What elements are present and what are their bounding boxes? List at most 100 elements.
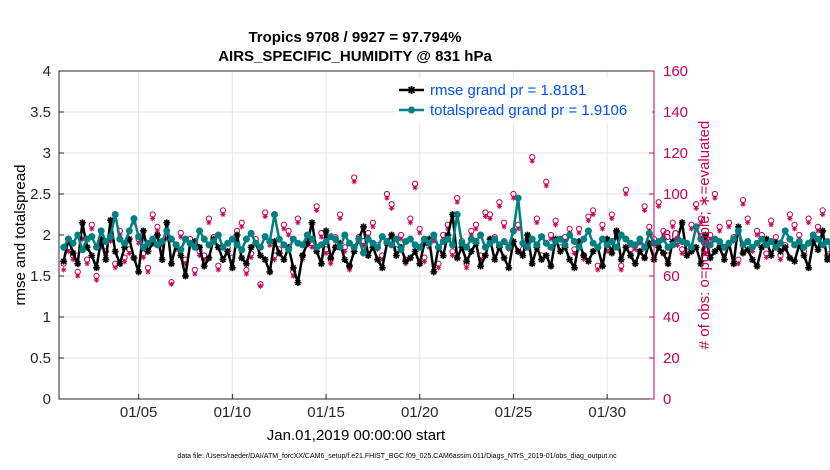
rmse-point — [130, 254, 138, 262]
totalspread-point — [481, 243, 489, 251]
totalspread-point — [805, 239, 813, 247]
totalspread-point — [669, 241, 677, 249]
rmse-point — [528, 260, 536, 268]
rmse-point — [219, 256, 227, 263]
obs-evaluated-point — [84, 261, 90, 267]
totalspread-point — [533, 241, 541, 249]
totalspread-point — [125, 227, 133, 235]
totalspread-point — [163, 227, 171, 235]
rmse-point — [542, 252, 550, 259]
obs-evaluated-point — [515, 226, 521, 232]
totalspread-point — [210, 238, 218, 246]
rmse-point — [748, 256, 756, 263]
obs-evaluated-point — [412, 185, 418, 191]
totalspread-point — [819, 241, 827, 249]
y-tick-label: 2 — [43, 227, 51, 244]
totalspread-point — [823, 238, 830, 246]
rmse-point — [153, 231, 161, 239]
obs-evaluated-point — [285, 232, 292, 238]
rmse-point — [599, 262, 606, 270]
obs-evaluated-point — [220, 211, 226, 218]
obs-evaluated-point — [389, 205, 395, 211]
totalspread-point — [247, 229, 255, 237]
rmse-point — [622, 243, 630, 251]
totalspread-point — [219, 243, 227, 251]
totalspread-point — [486, 239, 494, 247]
totalspread-point — [191, 243, 199, 251]
totalspread-point — [622, 235, 630, 243]
rmse-point — [791, 257, 798, 265]
obs-evaluated-point — [239, 224, 245, 230]
totalspread-point — [430, 231, 438, 239]
obs-evaluated-point — [543, 183, 549, 189]
totalspread-point — [744, 238, 752, 246]
rmse-point — [374, 256, 381, 263]
totalspread-point — [575, 243, 583, 251]
totalspread-point — [331, 235, 339, 243]
rmse-point — [524, 231, 531, 239]
obs-evaluated-point — [262, 213, 268, 220]
totalspread-point — [392, 235, 400, 243]
y-tick-label: 0.5 — [30, 350, 51, 367]
y2-tick-label: 40 — [663, 309, 680, 326]
totalspread-point — [617, 231, 625, 239]
totalspread-point — [341, 231, 349, 239]
rmse-point — [706, 254, 714, 262]
rmse-point — [224, 248, 232, 255]
totalspread-point — [776, 239, 784, 247]
totalspread-point — [158, 238, 166, 246]
obs-evaluated-point — [370, 224, 376, 230]
obs-evaluated-point — [590, 211, 596, 218]
totalspread-point — [172, 241, 180, 249]
obs-evaluated-point — [754, 232, 760, 238]
obs-evaluated-point — [75, 273, 81, 279]
obs-evaluated-point — [61, 267, 67, 273]
rmse-point — [481, 252, 489, 259]
totalspread-point — [256, 243, 264, 251]
totalspread-point — [477, 231, 485, 239]
rmse-point — [631, 260, 639, 268]
rmse-point — [439, 252, 447, 259]
rmse-point — [308, 219, 316, 227]
rmse-point — [697, 260, 705, 268]
totalspread-point — [374, 243, 382, 251]
rmse-point — [767, 252, 775, 259]
rmse-point — [416, 260, 424, 268]
rmse-point — [500, 254, 508, 262]
rmse-point — [406, 254, 414, 262]
totalspread-point — [228, 235, 236, 243]
obs-evaluated-point — [806, 220, 812, 226]
rmse-point — [453, 254, 461, 262]
rmse-point — [556, 248, 564, 255]
totalspread-point — [491, 235, 499, 243]
y-tick-label: 1 — [43, 309, 51, 326]
rmse-point — [800, 252, 808, 259]
rmse-point — [641, 254, 649, 262]
rmse-point — [111, 248, 119, 255]
obs-evaluated-point — [407, 220, 413, 226]
rmse-point — [247, 243, 255, 251]
totalspread-point — [181, 235, 189, 243]
y-tick-label: 1.5 — [30, 268, 51, 285]
rmse-point — [786, 254, 794, 262]
totalspread-point — [383, 238, 391, 246]
obs-evaluated-point — [89, 226, 95, 232]
rmse-point — [585, 257, 592, 265]
obs-evaluated-point — [337, 216, 343, 222]
totalspread-point — [378, 233, 386, 241]
y2-tick-label: 120 — [663, 145, 688, 162]
totalspread-point — [739, 241, 747, 249]
rmse-point — [200, 262, 208, 270]
totalspread-point — [116, 235, 124, 243]
legend-dot-marker — [408, 106, 415, 114]
rmse-point — [739, 249, 747, 257]
totalspread-point — [60, 243, 68, 251]
y-tick-label: 2.5 — [30, 186, 51, 203]
totalspread-point — [767, 238, 775, 246]
totalspread-point — [594, 243, 602, 251]
obs-evaluated-point — [768, 222, 774, 228]
totalspread-point — [130, 215, 138, 223]
x-tick-label: 01/15 — [307, 404, 345, 421]
obs-evaluated-point — [140, 254, 146, 261]
rmse-point — [823, 256, 830, 263]
